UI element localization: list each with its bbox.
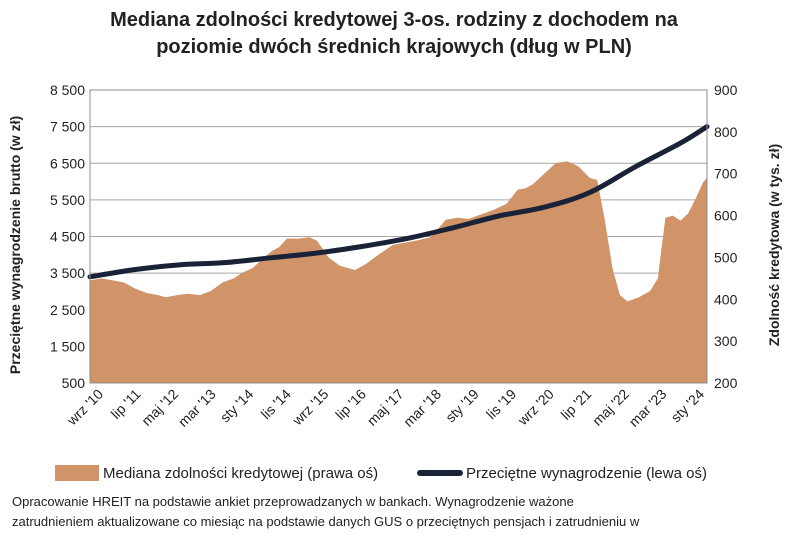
source-note: Opracowanie HREIT na podstawie ankiet pr… <box>12 492 782 532</box>
left-tick-label: 8 500 <box>50 82 85 98</box>
x-tick-label: wrz '15 <box>288 386 331 429</box>
chart-title-line-2: poziomie dwóch średnich krajowych (dług … <box>156 36 632 58</box>
legend-swatch-area <box>55 465 99 481</box>
left-tick-label: 3 500 <box>50 265 85 281</box>
left-axis-ticks: 8 500 7 500 6 500 5 500 4 500 3 500 2 500 1 500… <box>50 82 85 391</box>
x-tick-label: maj '12 <box>138 386 181 429</box>
left-tick-label: 6 500 <box>50 155 85 171</box>
x-tick-label: mar '23 <box>626 386 670 430</box>
right-tick-label: 800 <box>714 124 738 140</box>
line-przecietne-wynagrodzenie <box>87 124 710 280</box>
left-tick-label: 2 500 <box>50 302 85 318</box>
right-tick-label: 500 <box>714 249 738 265</box>
left-tick-label: 7 500 <box>50 119 85 135</box>
right-tick-label: 400 <box>714 291 738 307</box>
area-zdolnosc-kredytowa <box>90 161 707 383</box>
x-tick-label: mar '13 <box>175 386 219 430</box>
left-tick-label: 1 500 <box>50 338 85 354</box>
legend-label-line: Przeciętne wynagrodzenie (lewa oś) <box>466 465 707 482</box>
right-tick-label: 900 <box>714 82 738 98</box>
x-tick-label: mar '18 <box>400 386 444 430</box>
right-tick-label: 700 <box>714 166 738 182</box>
x-tick-label: sty '24 <box>668 386 708 426</box>
chart-title-line-1: Mediana zdolności kredytowej 3-os. rodzi… <box>110 9 679 31</box>
x-tick-label: maj '22 <box>589 386 632 429</box>
left-tick-label: 500 <box>62 375 86 391</box>
source-line-2: zatrudnieniem aktualizowane co miesiąc n… <box>12 514 640 529</box>
right-tick-label: 300 <box>714 333 738 349</box>
right-axis-ticks: 900 800 700 600 500 400 300 200 <box>714 82 738 391</box>
legend-label-area: Mediana zdolności kredytowej (prawa oś) <box>103 465 378 482</box>
x-tick-label: maj '17 <box>364 386 407 429</box>
right-axis-title: Zdolność kredytowa (w tys. zł) <box>766 144 782 346</box>
left-tick-label: 5 500 <box>50 192 85 208</box>
left-tick-label: 4 500 <box>50 229 85 245</box>
left-axis-title: Przeciętne wynagrodzenie brutto (w zł) <box>7 116 23 374</box>
x-tick-label: wrz '20 <box>514 386 557 429</box>
right-tick-label: 600 <box>714 208 738 224</box>
plot-frame <box>89 89 708 384</box>
source-line-1: Opracowanie HREIT na podstawie ankiet pr… <box>12 494 574 509</box>
right-tick-label: 200 <box>714 375 738 391</box>
x-tick-label: sty '19 <box>442 386 482 426</box>
x-tick-label: wrz '10 <box>63 386 106 429</box>
legend: Mediana zdolności kredytowej (prawa oś) … <box>55 465 707 482</box>
x-tick-label: sty '14 <box>217 386 257 426</box>
